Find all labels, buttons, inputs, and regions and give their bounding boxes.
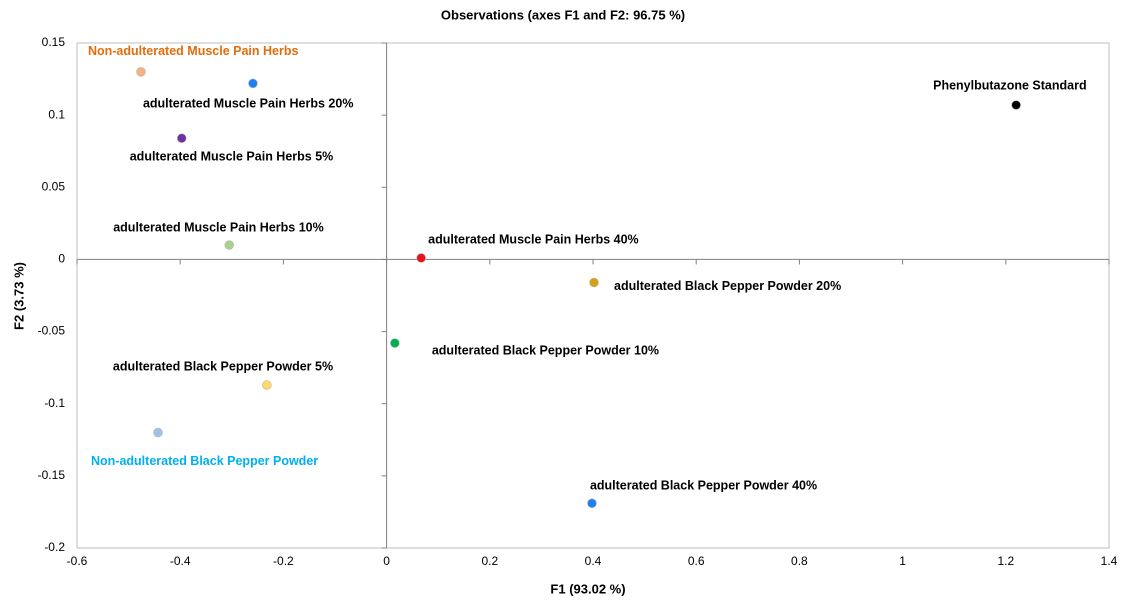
point-label: adulterated Black Pepper Powder 20% (614, 279, 841, 293)
plot-area (76, 42, 1110, 549)
point (262, 380, 272, 390)
x-tick-label: 0.6 (688, 554, 705, 568)
point (153, 427, 163, 438)
x-tick-label: 0.8 (791, 554, 808, 568)
x-tick-label: 1 (899, 554, 906, 568)
x-tick-label: 0.2 (481, 554, 498, 568)
y-tick-label: -0.1 (44, 396, 65, 410)
y-axis-title: F2 (3.73 %) (11, 262, 26, 330)
x-tick-label: -0.6 (67, 554, 88, 568)
point-label: Phenylbutazone Standard (933, 78, 1087, 92)
x-tick-label: -0.4 (170, 554, 191, 568)
y-tick-label: -0.05 (38, 324, 66, 338)
y-tick-label: 0.1 (48, 107, 65, 121)
y-tick-label: 0.05 (42, 179, 66, 193)
y-tick-label: 0.15 (42, 35, 66, 49)
y-tick-label: 0 (58, 252, 65, 266)
point (1011, 100, 1021, 110)
point (416, 253, 426, 263)
point-label: adulterated Black Pepper Powder 40% (590, 479, 817, 493)
chart-title: Observations (axes F1 and F2: 96.75 %) (441, 7, 685, 22)
point-label: adulterated Black Pepper Powder 10% (432, 343, 659, 357)
point (224, 240, 235, 250)
point-label: adulterated Muscle Pain Herbs 5% (130, 150, 334, 164)
point-label: adulterated Black Pepper Powder 5% (113, 359, 333, 373)
point (390, 338, 400, 348)
x-tick-label: 0 (383, 554, 390, 568)
point (587, 498, 597, 509)
y-tick-label: -0.2 (44, 540, 65, 554)
point-label: adulterated Muscle Pain Herbs 20% (143, 97, 354, 111)
point-label: adulterated Muscle Pain Herbs 40% (428, 232, 639, 246)
point (136, 67, 146, 77)
point (248, 78, 258, 89)
point-label: Non-adulterated Muscle Pain Herbs (88, 44, 299, 58)
x-tick-label: 0.4 (585, 554, 602, 568)
point (176, 133, 187, 144)
x-tick-label: 1.4 (1101, 554, 1118, 568)
point-label: Non-adulterated Black Pepper Powder (91, 454, 318, 468)
x-axis-title: F1 (93.02 %) (550, 581, 625, 596)
x-tick-label: -0.2 (273, 554, 294, 568)
x-tick-label: 1.2 (997, 554, 1014, 568)
point-label: adulterated Muscle Pain Herbs 10% (113, 220, 324, 234)
y-tick-label: -0.15 (38, 468, 66, 482)
point (589, 277, 599, 288)
